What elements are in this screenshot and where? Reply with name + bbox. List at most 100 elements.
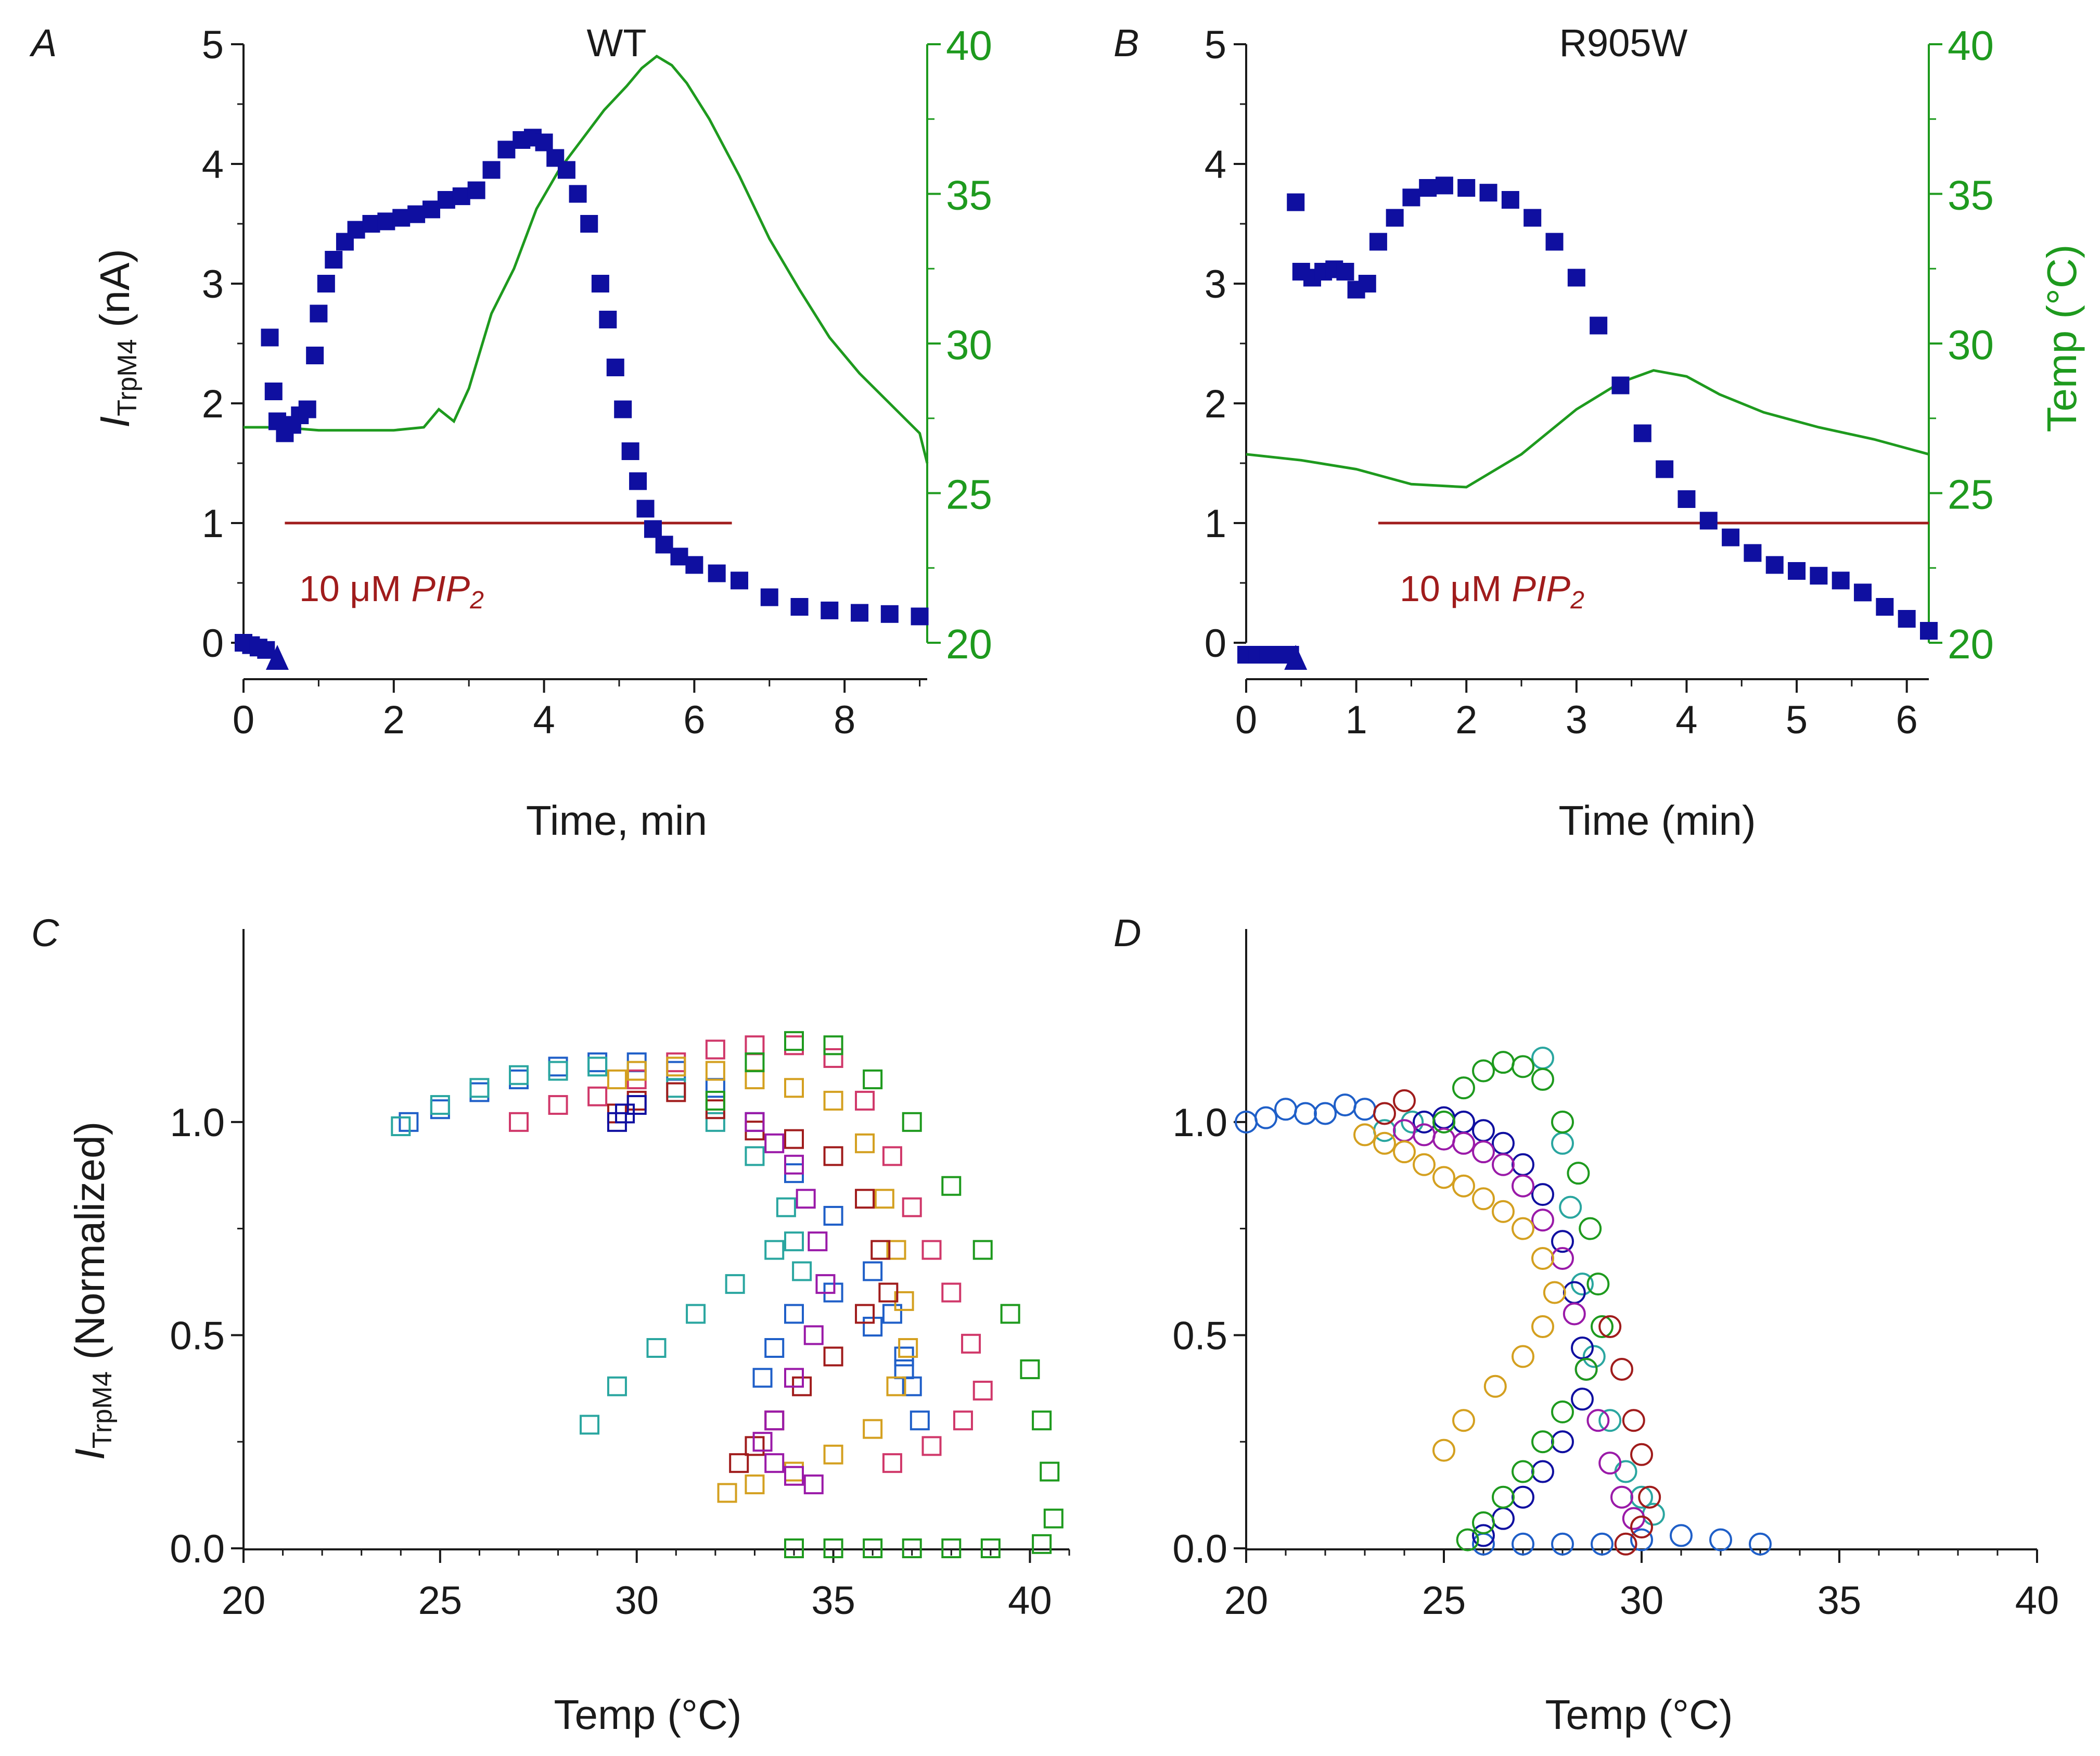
- panel-d-xtick-label: 35: [1817, 1579, 1862, 1623]
- panel-d-data-point: [1630, 1528, 1653, 1551]
- panel-c-data-point: [764, 1240, 785, 1260]
- panel-c-data-point: [469, 1082, 490, 1102]
- panel-b-current-point: [1854, 583, 1872, 602]
- panel-b-xtick-label: 1: [1345, 698, 1367, 742]
- panel-a-current-point: [306, 347, 324, 364]
- panel-b-xlabel: Time (min): [1558, 797, 1756, 844]
- panel-d-data-point: [1353, 1098, 1376, 1121]
- panel-d-data-point: [1586, 1273, 1610, 1296]
- panel-c-data-point: [863, 1538, 883, 1558]
- panel-c-data-point: [886, 1240, 906, 1260]
- panel-d-data-point: [1472, 1524, 1495, 1547]
- panel-a-current-point: [629, 472, 647, 490]
- panel-c-data-point: [972, 1240, 993, 1260]
- panel-b-current-point: [1699, 512, 1718, 530]
- panel-d-data-point: [1353, 1123, 1376, 1147]
- panel-c-data-point: [717, 1483, 737, 1503]
- panel-c-data-point: [548, 1057, 568, 1077]
- panel-d-ytick-label: 0.0: [1172, 1527, 1227, 1571]
- panel-a-ytick-label: 1: [202, 502, 224, 546]
- panel-c-data-point: [1020, 1359, 1040, 1379]
- panel-d-data-point: [1393, 1119, 1416, 1142]
- panel-c-data-point: [745, 1035, 765, 1055]
- panel-c-data-point: [784, 1538, 804, 1558]
- panel-c-data-point: [745, 1112, 765, 1132]
- panel-a-current-point: [644, 520, 662, 538]
- panel-d-data-point: [1432, 1166, 1455, 1189]
- panel-d-data-point: [1452, 1110, 1475, 1134]
- panel-d-data-point: [1638, 1485, 1661, 1509]
- panel-c-data-point: [898, 1338, 918, 1358]
- panel-c-data-point: [686, 1304, 706, 1324]
- panel-c-data-point: [745, 1146, 765, 1166]
- panel-a-current-point: [557, 161, 575, 179]
- panel-b-temp-trace: [1246, 369, 1929, 489]
- panel-d-data-point: [1574, 1357, 1598, 1381]
- panel-c-data-point: [953, 1410, 973, 1431]
- panel-c-data-point: [882, 1146, 902, 1166]
- panel-c-ylabel-unit: (Normalized): [67, 1122, 113, 1371]
- panel-c-xtick-label: 25: [418, 1579, 463, 1623]
- panel-a-current-point: [437, 191, 455, 209]
- panel-d-data-point: [1472, 1119, 1495, 1142]
- panel-a-current-point: [670, 548, 688, 566]
- panel-d: D Temp (°C) 0.0 0.5 1.0 20 25 30 35 40: [1113, 911, 2059, 1738]
- panel-d-data-point: [1314, 1102, 1337, 1125]
- panel-d-ytick-label: 1.0: [1172, 1101, 1227, 1145]
- panel-a-current-point: [467, 181, 485, 199]
- panel-c-data-point: [882, 1453, 902, 1473]
- panel-c-data-point: [863, 1419, 883, 1439]
- panel-b: B R905W Time (min) Temp (°C) 10 μM PIP2 …: [1113, 21, 2085, 844]
- panel-b-xtick-label: 6: [1896, 698, 1918, 742]
- panel-d-data-point: [1630, 1443, 1653, 1466]
- panel-b-ytick-label: 0: [1205, 621, 1226, 666]
- panel-b-pip-annotation: 10 μM PIP2: [1400, 568, 1584, 614]
- panel-c-data-point: [391, 1116, 411, 1137]
- panel-a-current-point: [452, 187, 470, 206]
- panel-a-current-point: [851, 604, 869, 622]
- panel-d-data-point: [1571, 1273, 1594, 1296]
- panel-a-current-point: [569, 185, 587, 203]
- panel-c-data-point: [784, 1154, 804, 1175]
- panel-a-current-point: [407, 205, 426, 223]
- panel-b-y2tick-label: 40: [1948, 22, 1994, 69]
- panel-c-data-point: [776, 1197, 796, 1217]
- panel-b-current-point: [1386, 209, 1404, 227]
- panel-a-current-point: [880, 605, 899, 623]
- panel-c-data-point: [796, 1189, 816, 1209]
- panel-c-data-point: [961, 1333, 981, 1354]
- panel-d-data-point: [1567, 1162, 1590, 1185]
- panel-b-y2label: Temp (°C): [2039, 245, 2085, 432]
- panel-b-xtick-label: 3: [1566, 698, 1587, 742]
- panel-c-ytick-label: 0.0: [170, 1527, 225, 1571]
- panel-d-data-point: [1393, 1140, 1416, 1164]
- panel-c-data-point: [745, 1474, 765, 1495]
- panel-b-current-point: [1722, 528, 1740, 546]
- panel-c-data-point: [764, 1410, 785, 1431]
- panel-d-data-point: [1531, 1430, 1554, 1454]
- panel-a-ylabel: ITrpM4 (nA): [92, 249, 143, 428]
- panel-c-data-point: [548, 1095, 568, 1115]
- panel-b-current-point: [1479, 184, 1497, 202]
- panel-a-current-point: [264, 383, 283, 400]
- panel-b-ytick-label: 5: [1205, 23, 1226, 67]
- panel-d-data-point: [1512, 1532, 1534, 1556]
- panel-c-data-point: [886, 1376, 906, 1396]
- panel-d-data-point: [1472, 1511, 1495, 1534]
- panel-a-current-point: [310, 304, 328, 323]
- panel-d-data-point: [1512, 1174, 1534, 1198]
- panel-d-data-point: [1563, 1281, 1586, 1304]
- panel-d-ytick-label: 0.5: [1172, 1314, 1227, 1358]
- panel-c-data-point: [548, 1061, 568, 1081]
- panel-a-current-point: [422, 200, 440, 219]
- panel-a-current-point: [591, 275, 609, 292]
- panel-d-data-point: [1563, 1302, 1586, 1326]
- panel-a-current-point: [636, 500, 655, 518]
- panel-c: C Temp (°C) ITrpM4 (Normalized) 0.0 0.5 1.…: [31, 911, 1070, 1738]
- panel-d-data-point: [1492, 1200, 1515, 1223]
- panel-d-data-point: [1551, 1230, 1574, 1253]
- panel-a-current-point: [325, 251, 343, 269]
- panel-b-current-point: [1788, 562, 1806, 580]
- panel-b-y2tick-label: 25: [1948, 472, 1994, 518]
- panel-c-data-point: [823, 1090, 843, 1111]
